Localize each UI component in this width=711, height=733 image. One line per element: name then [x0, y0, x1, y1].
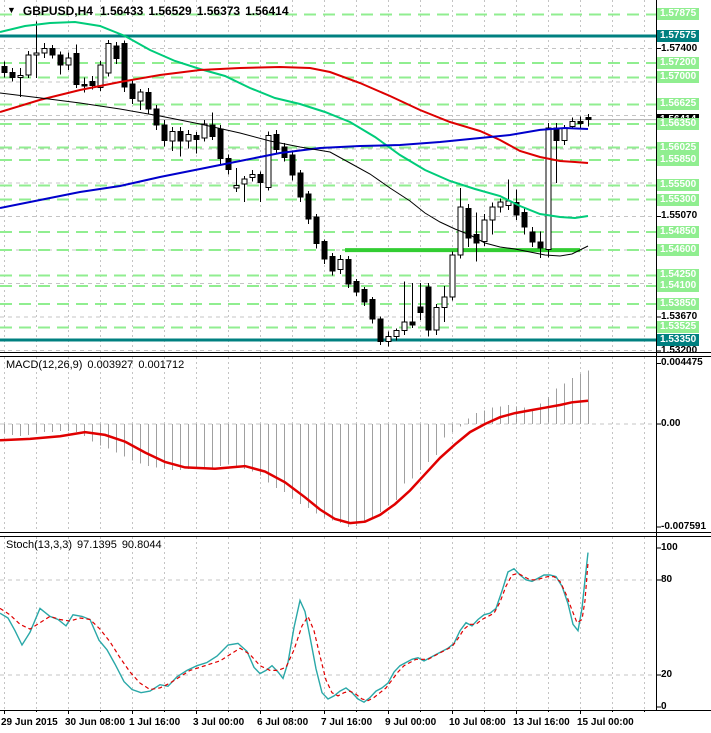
- stoch-gridlines: [0, 579, 656, 676]
- price-axis-label-line: 1.57575: [657, 30, 700, 42]
- ma-trend-blue-line: [0, 126, 589, 209]
- symbol-timeframe: GBPUSD,H4: [22, 4, 93, 18]
- time-axis-label: 1 Jul 16:00: [129, 717, 181, 728]
- price-axis-label-level: 1.57000: [657, 71, 700, 83]
- time-axis-label: 10 Jul 08:00: [449, 717, 506, 728]
- time-axis-label: 7 Jul 16:00: [321, 717, 373, 728]
- time-axis-label: 6 Jul 08:00: [257, 717, 309, 728]
- macd-pane-surface[interactable]: [0, 357, 656, 531]
- price-axis-label-grid: 1.55070: [661, 210, 698, 221]
- price-axis-label-level: 1.57875: [657, 8, 700, 20]
- stoch-k-value: 97.1395: [77, 539, 117, 551]
- macd-axis-label: -0.007591: [661, 521, 707, 532]
- stoch-axis-label: 20: [661, 669, 673, 680]
- price-axis-label-level: 1.54850: [657, 226, 700, 238]
- macd-indicator-label: MACD(12,26,9) 0.003927 0.001712: [6, 359, 184, 371]
- ohlc-close: 1.56414: [245, 4, 289, 18]
- price-axis-label-level: 1.53850: [657, 298, 700, 310]
- chart-title: ▼ GBPUSD,H4 1.56433 1.56529 1.56373 1.56…: [7, 4, 289, 18]
- price-axis-label-level: 1.55300: [657, 194, 700, 206]
- time-axis-label: 29 Jun 2015: [1, 717, 58, 728]
- price-axis-label-level: 1.54250: [657, 269, 700, 281]
- stoch-indicator-label: Stoch(13,3,3) 97.1395 90.8044: [6, 539, 162, 551]
- stoch-axis-label: 100: [661, 542, 678, 553]
- price-axis-label-line: 1.53350: [657, 334, 700, 346]
- price-axis-label-grid: 1.53670: [661, 311, 698, 322]
- price-pane-surface[interactable]: [0, 0, 656, 352]
- axis-ticks: [4, 48, 661, 714]
- stoch-d-line: [0, 562, 589, 702]
- pane-separator-macd[interactable]: [0, 352, 711, 357]
- teal-resistance-support-lines[interactable]: [0, 34, 656, 342]
- price-axis-label-level: 1.55850: [657, 154, 700, 166]
- ohlc-low: 1.56373: [196, 4, 241, 18]
- stoch-k-line: [0, 552, 589, 704]
- macd-signal-line: [0, 399, 589, 525]
- price-axis-label-level: 1.56625: [657, 98, 700, 110]
- macd-histogram: [4, 370, 589, 528]
- time-axis-label: 15 Jul 00:00: [577, 717, 634, 728]
- macd-signal-value: 0.001712: [138, 359, 185, 371]
- macd-name: MACD(12,26,9): [6, 359, 83, 371]
- ohlc-high: 1.56529: [148, 4, 192, 18]
- ohlc-open: 1.56433: [99, 4, 144, 18]
- price-axis-label-level: 1.56025: [657, 142, 700, 154]
- stoch-d-value: 90.8044: [121, 539, 162, 551]
- stoch-name: Stoch(13,3,3): [6, 539, 73, 551]
- price-axis-label-level: 1.55500: [657, 179, 700, 191]
- macd-main-value: 0.003927: [87, 359, 134, 371]
- stoch-pane-surface[interactable]: [0, 537, 656, 709]
- price-axis-label-level: 1.54600: [657, 244, 700, 256]
- macd-axis-label: 0.00: [661, 418, 681, 429]
- price-axis-label-grid: 1.57400: [661, 43, 698, 54]
- ma-fast-black-line: [0, 92, 589, 257]
- symbol-dropdown-icon[interactable]: ▼: [7, 5, 16, 15]
- time-axis-label: 3 Jul 00:00: [193, 717, 245, 728]
- price-axis-label-level: 1.56350: [657, 118, 700, 130]
- ma-mid-green-line: [0, 20, 589, 220]
- time-axis-label: 30 Jun 08:00: [65, 717, 126, 728]
- time-axis-label: 9 Jul 00:00: [385, 717, 437, 728]
- price-axis-label-level: 1.57200: [657, 57, 700, 69]
- price-axis-label-level: 1.53525: [657, 321, 700, 333]
- price-axis-label-grid: 1.53200: [661, 345, 698, 356]
- stoch-axis-label: 0: [661, 701, 667, 712]
- price-axis-label-level: 1.54100: [657, 280, 700, 292]
- time-axis-label: 13 Jul 16:00: [513, 717, 570, 728]
- pane-separator-stoch[interactable]: [0, 532, 711, 537]
- macd-axis-label: 0.004475: [661, 357, 703, 368]
- stoch-axis-label: 80: [661, 574, 673, 585]
- ma-slow-red-line: [0, 65, 589, 164]
- pane-borders: [0, 0, 711, 711]
